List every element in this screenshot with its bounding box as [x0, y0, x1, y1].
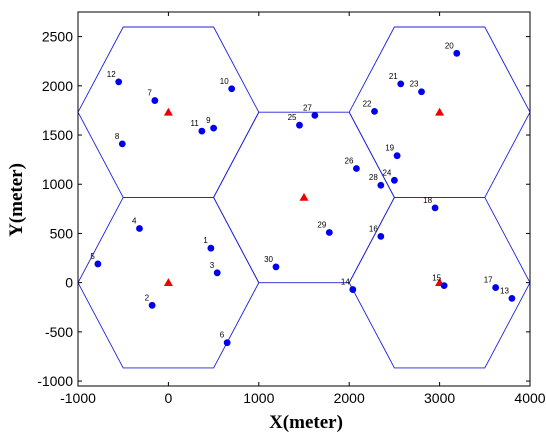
user-label: 10 — [220, 77, 229, 86]
user-label: 27 — [303, 103, 312, 112]
user-label: 7 — [147, 89, 152, 98]
user-point — [325, 229, 333, 236]
base-station-marker — [163, 107, 173, 116]
x-tick-label: 2000 — [334, 390, 365, 406]
x-tick-label: 3000 — [424, 390, 455, 406]
user-point — [349, 286, 357, 293]
user-label: 19 — [385, 144, 394, 153]
user-point — [353, 165, 360, 172]
user-label: 22 — [363, 99, 372, 108]
user-label: 13 — [500, 286, 509, 295]
user-label: 26 — [345, 156, 354, 165]
user-label: 2 — [145, 293, 150, 302]
user-label: 8 — [115, 132, 120, 141]
user-point — [228, 85, 236, 93]
user-point — [136, 225, 143, 232]
user-label: 5 — [90, 252, 95, 261]
user-label: 6 — [220, 331, 225, 340]
x-axis-title: X(meter) — [269, 412, 343, 432]
user-point — [148, 301, 156, 309]
y-tick-label: 2500 — [42, 29, 73, 45]
user-label: 9 — [206, 116, 211, 125]
user-label: 25 — [288, 113, 297, 122]
y-tick-label: 1000 — [42, 176, 73, 192]
user-point — [118, 140, 126, 148]
user-label: 21 — [389, 72, 398, 81]
y-tick-label: 1500 — [42, 127, 73, 143]
user-point — [210, 124, 218, 132]
user-point — [198, 127, 206, 135]
user-point — [151, 97, 159, 104]
y-tick-label: 2000 — [42, 78, 73, 94]
x-tick-label: 1000 — [243, 390, 274, 406]
user-label: 16 — [369, 224, 378, 233]
user-label: 23 — [410, 80, 419, 89]
user-label: 4 — [132, 217, 137, 226]
user-point — [453, 49, 461, 57]
y-tick-label: 500 — [50, 225, 74, 241]
y-tick-label: -1000 — [37, 373, 73, 389]
user-point — [393, 152, 401, 160]
user-label: 29 — [317, 220, 326, 229]
user-point — [94, 260, 102, 268]
user-point — [115, 78, 123, 86]
user-point — [418, 88, 425, 96]
hexagon-cells — [78, 26, 530, 369]
user-point — [272, 263, 280, 271]
user-label: 18 — [423, 196, 432, 205]
user-point — [371, 108, 378, 115]
user-label: 24 — [382, 168, 391, 177]
user-point — [440, 282, 448, 290]
hexagon-cell — [348, 196, 530, 369]
user-label: 15 — [432, 274, 441, 283]
base-station-marker — [299, 192, 309, 201]
user-point — [492, 284, 500, 291]
x-tick-label: 0 — [165, 390, 173, 406]
user-label: 14 — [341, 278, 350, 287]
user-label: 28 — [369, 173, 378, 182]
user-label: 20 — [445, 41, 454, 50]
user-point — [213, 269, 221, 277]
user-label: 3 — [210, 261, 215, 270]
x-tick-label: -1000 — [60, 390, 96, 406]
user-point — [207, 244, 215, 252]
user-label: 11 — [191, 119, 200, 128]
user-point — [397, 80, 405, 88]
base-stations — [163, 107, 445, 287]
user-point — [223, 339, 231, 347]
axes: -1000 0 1000 2000 3000 4000 -1000 -500 0 500 1000 1… — [37, 11, 546, 406]
plot-frame — [77, 11, 531, 387]
y-axis-title: Y(meter) — [6, 163, 27, 237]
user-point — [311, 111, 319, 119]
y-tick-label: 0 — [65, 275, 73, 291]
user-label: 1 — [203, 236, 208, 245]
y-tick-label: -500 — [45, 324, 73, 340]
user-point — [377, 233, 385, 240]
base-station-marker — [435, 107, 445, 116]
base-station-marker — [163, 278, 173, 287]
user-label: 17 — [484, 276, 493, 285]
user-point — [377, 181, 385, 189]
x-tick-label: 4000 — [514, 390, 545, 406]
user-label: 30 — [264, 255, 273, 264]
user-point — [296, 121, 303, 129]
user-point — [391, 176, 398, 184]
user-point — [431, 204, 439, 212]
user-label: 12 — [107, 70, 116, 79]
user-point — [508, 295, 516, 302]
